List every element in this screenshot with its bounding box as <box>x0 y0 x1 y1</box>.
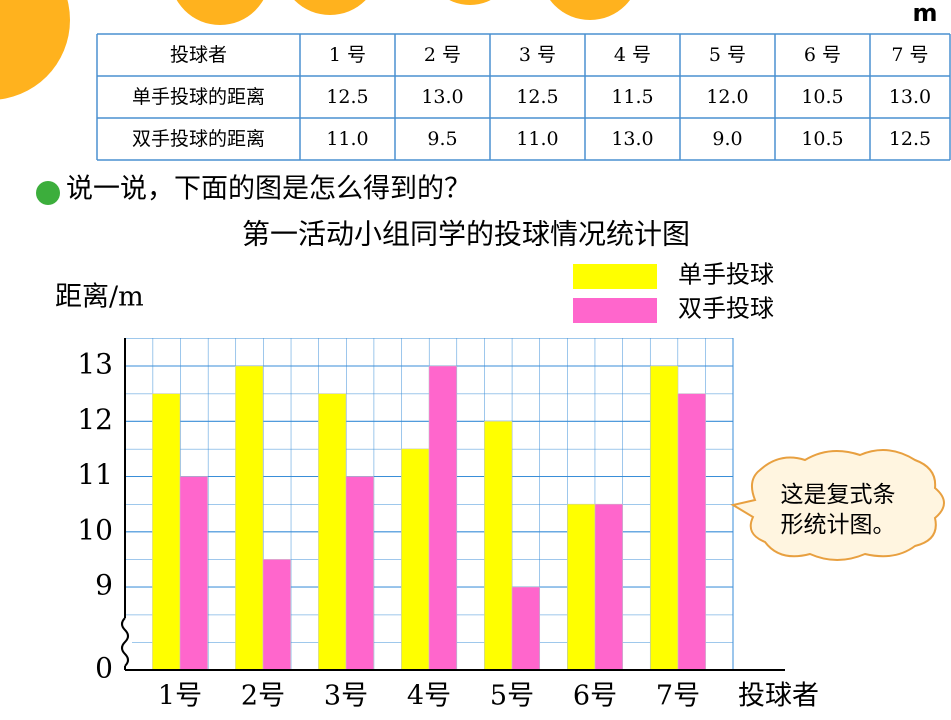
bar <box>650 365 679 671</box>
callout-text: 这是复式条 <box>781 482 896 508</box>
y-tick-label: 12 <box>77 403 113 436</box>
table-cell: 12.0 <box>706 86 748 108</box>
table-cell: 13.0 <box>611 128 653 150</box>
table-cell: 2 号 <box>424 44 461 66</box>
table-cell: 11.5 <box>611 86 653 108</box>
bar <box>428 365 457 671</box>
bar <box>318 393 347 671</box>
table-cell: 11.0 <box>516 128 558 150</box>
x-tick-label: 3号 <box>324 681 368 712</box>
row-header: 投球者 <box>170 44 227 66</box>
unit: m <box>912 0 937 27</box>
bar <box>594 503 623 671</box>
table-cell: 10.5 <box>801 86 843 108</box>
x-tick-label: 1号 <box>158 681 202 712</box>
bullet <box>36 181 60 205</box>
y-tick-label: 9 <box>95 569 113 602</box>
table-cell: 9.0 <box>712 128 742 150</box>
table-cell: 10.5 <box>801 128 843 150</box>
table-cell: 12.5 <box>516 86 558 108</box>
table-cell: 9.5 <box>427 128 457 150</box>
y-tick-label: 0 <box>95 652 113 685</box>
x-axis-label: 投球者 <box>738 681 819 712</box>
x-tick-label: 2号 <box>241 681 285 712</box>
bar <box>235 365 264 671</box>
table-cell: 12.5 <box>889 128 931 150</box>
table-cell: 11.0 <box>326 128 368 150</box>
table-cell: 12.5 <box>326 86 368 108</box>
chart-title: 第一活动小组同学的投球情况统计图 <box>242 218 690 251</box>
callout-text: 形统计图。 <box>781 512 896 538</box>
bar <box>567 503 596 671</box>
table-cell: 1 号 <box>329 44 366 66</box>
bar <box>511 586 540 671</box>
x-tick-label: 5号 <box>490 681 534 712</box>
row-header: 双手投球的距离 <box>132 128 265 150</box>
table-cell: 7 号 <box>891 44 928 66</box>
table-cell: 13.0 <box>421 86 463 108</box>
y-tick-label: 13 <box>77 348 113 381</box>
x-tick-label: 4号 <box>407 681 451 712</box>
bar <box>262 559 291 671</box>
table-cell: 4 号 <box>614 44 651 66</box>
prompt: 说一说，下面的图是怎么得到的？ <box>66 174 471 205</box>
row-header: 单手投球的距离 <box>132 86 265 108</box>
x-tick-label: 7号 <box>656 681 700 712</box>
axis-break <box>121 617 129 667</box>
table-cell: 3 号 <box>519 44 556 66</box>
y-axis-label: 距离/m <box>55 282 144 313</box>
decoration <box>0 0 630 100</box>
y-tick-label: 10 <box>77 513 113 546</box>
bar <box>345 476 374 671</box>
callout-bubble <box>730 449 945 561</box>
bar <box>401 448 430 671</box>
legend-label: 单手投球 <box>678 261 774 289</box>
legend-swatch <box>573 264 657 289</box>
table-cell: 13.0 <box>889 86 931 108</box>
bar <box>179 476 208 671</box>
bar <box>677 393 706 671</box>
bar <box>484 421 513 671</box>
x-tick-label: 6号 <box>573 681 617 712</box>
table-cell: 6 号 <box>804 44 841 66</box>
bar <box>152 393 181 671</box>
legend-swatch <box>573 298 657 323</box>
table-cell: 5 号 <box>709 44 746 66</box>
legend-label: 双手投球 <box>678 295 774 323</box>
y-tick-label: 11 <box>77 458 113 491</box>
